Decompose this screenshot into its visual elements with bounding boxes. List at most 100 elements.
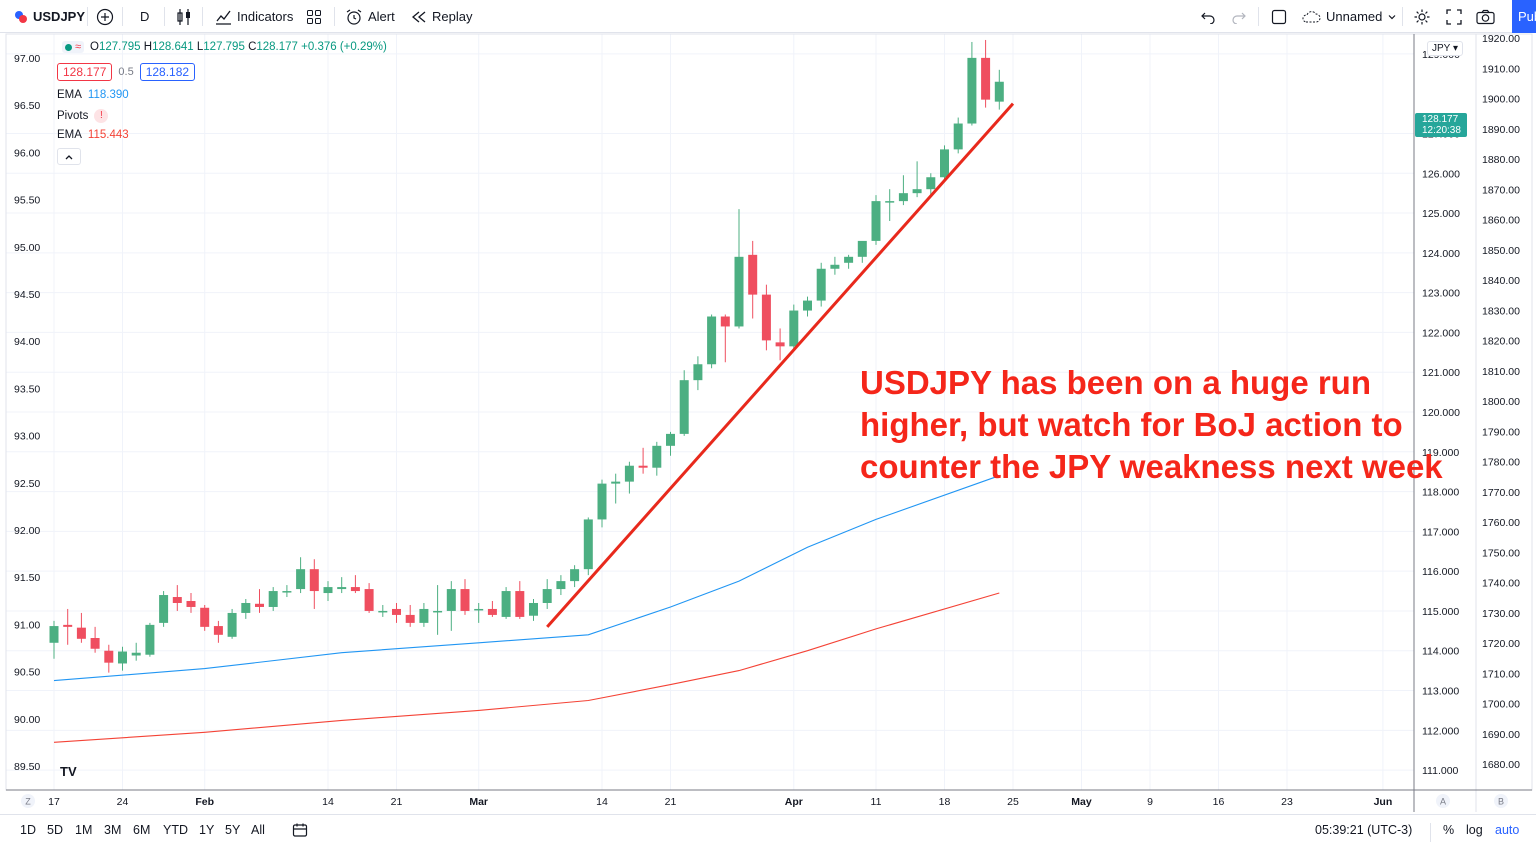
candle-body [446, 589, 456, 611]
candlesticks [49, 39, 1004, 673]
replay-button[interactable]: Replay [411, 0, 472, 33]
log-scale-toggle[interactable]: log [1466, 823, 1483, 837]
layouts-button[interactable] [306, 0, 322, 33]
candle-body [679, 380, 689, 434]
ohlc-change: +0.376 (+0.29%) [301, 41, 387, 53]
time-axis-tick-label: 16 [1213, 796, 1225, 808]
replay-label: Replay [432, 9, 473, 24]
range-button-5d[interactable]: 5D [47, 823, 63, 837]
price-chart[interactable]: 129.000127.000126.000125.000124.000123.0… [0, 33, 1536, 814]
settings-button[interactable] [1413, 0, 1431, 33]
far-right-axis-tick-label: 1730.00 [1482, 608, 1520, 620]
expand-icon [1446, 8, 1462, 25]
right-axis-tick-label: 112.000 [1422, 725, 1459, 737]
fullscreen-toggle-box[interactable] [1271, 0, 1287, 33]
annotation-text: USDJPY has been on a huge run higher, bu… [860, 364, 1443, 485]
symbol-flag-icon [15, 10, 27, 23]
snapshot-button[interactable] [1476, 0, 1495, 33]
candle-body [748, 254, 758, 295]
range-button-6m[interactable]: 6M [133, 823, 151, 837]
far-right-axis-tick-label: 1820.00 [1482, 336, 1520, 348]
candle [679, 370, 689, 436]
far-right-axis-tick-label: 1720.00 [1482, 638, 1520, 650]
chart-grid [6, 34, 1414, 790]
right-axis-tick-label: 125.000 [1422, 208, 1460, 220]
candle-body [871, 201, 881, 241]
currency-badge[interactable]: JPY ▾ [1427, 41, 1463, 56]
candle [761, 284, 771, 351]
candle-body [570, 569, 580, 582]
legend-toggle[interactable]: ≈ [62, 41, 85, 53]
time-axis-tick-label: Feb [195, 796, 214, 808]
indicators-button[interactable]: Indicators [215, 0, 293, 33]
trendline [546, 102, 1015, 628]
left-axis-tick-label: 90.50 [14, 667, 40, 679]
interval-button[interactable]: D [140, 0, 149, 33]
range-button-1m[interactable]: 1M [75, 823, 93, 837]
candle-body [693, 364, 703, 381]
candle [707, 314, 717, 369]
fullscreen-button[interactable] [1446, 0, 1462, 33]
far-right-axis-tick-label: 1880.00 [1482, 154, 1520, 166]
candle-body [104, 650, 114, 663]
range-button-3m[interactable]: 3M [104, 823, 122, 837]
camera-icon [1476, 9, 1495, 24]
ema-fast-legend[interactable]: EMA 118.390 [57, 89, 129, 101]
candle-body [953, 123, 963, 150]
left-axis-tick-label: 92.00 [14, 525, 40, 537]
candle [953, 117, 963, 154]
clock-timezone[interactable]: 05:39:21 (UTC-3) [1315, 823, 1413, 837]
alert-button[interactable]: Alert [345, 0, 395, 33]
undo-button[interactable] [1200, 0, 1216, 33]
candle-body [926, 177, 936, 190]
pivots-legend[interactable]: Pivots ! [57, 109, 109, 123]
ema-slow-value: 115.443 [87, 129, 129, 141]
candle-body [392, 608, 401, 615]
redo-button[interactable] [1231, 0, 1247, 33]
candle [830, 256, 840, 275]
candle [392, 602, 401, 623]
far-right-axis-tick-label: 1750.00 [1482, 547, 1520, 559]
right-axis-tick-label: 117.000 [1422, 526, 1459, 538]
percent-scale-toggle[interactable]: % [1443, 823, 1455, 837]
range-button-1y[interactable]: 1Y [199, 823, 215, 837]
candles-icon [177, 8, 190, 25]
candle-body [638, 465, 648, 468]
ask-buy-button[interactable]: 128.182 [139, 63, 196, 81]
range-button-ytd[interactable]: YTD [163, 823, 188, 837]
candle [268, 587, 278, 611]
compare-symbol-button[interactable] [96, 0, 114, 33]
goto-date-button[interactable] [292, 822, 308, 841]
candle-body [857, 240, 867, 257]
range-button-1d[interactable]: 1D [20, 823, 36, 837]
candle-body [433, 610, 443, 613]
symbol-search[interactable]: USDJPY [14, 0, 85, 33]
right-axis-tick-label: 115.000 [1422, 606, 1459, 618]
layout-name-menu[interactable]: Unnamed [1301, 0, 1397, 33]
candle-body [145, 624, 155, 655]
candle-body [583, 519, 593, 570]
time-axis-tick-label: 25 [1007, 796, 1019, 808]
range-button-all[interactable]: All [251, 823, 265, 837]
ema-fast-label: EMA [57, 89, 82, 101]
far-right-axis-tick-label: 1680.00 [1482, 759, 1520, 771]
candle-body [666, 433, 675, 446]
plus-circle-icon [96, 8, 114, 25]
left-axis-tick-label: 93.50 [14, 383, 40, 395]
ema-slow-legend[interactable]: EMA 115.443 [57, 129, 129, 141]
chart-type-button[interactable] [176, 0, 192, 33]
auto-scale-toggle[interactable]: auto [1495, 823, 1520, 837]
ohlc-row: ≈ O127.795 H128.641 L127.795 C128.177 +0… [62, 41, 387, 53]
candle-body [172, 597, 182, 603]
candle [172, 585, 182, 611]
bid-sell-button[interactable]: 128.177 [57, 63, 113, 81]
candle [666, 431, 675, 456]
candle [885, 189, 895, 222]
candle-body [186, 601, 196, 607]
currency-code: JPY [1432, 43, 1451, 54]
range-button-5y[interactable]: 5Y [225, 823, 241, 837]
publish-button[interactable]: Pub [1512, 0, 1536, 33]
time-axis-tick-label: 23 [1281, 796, 1293, 808]
collapse-legend-button[interactable] [57, 148, 81, 165]
ohlc-low: 127.795 [203, 41, 245, 53]
